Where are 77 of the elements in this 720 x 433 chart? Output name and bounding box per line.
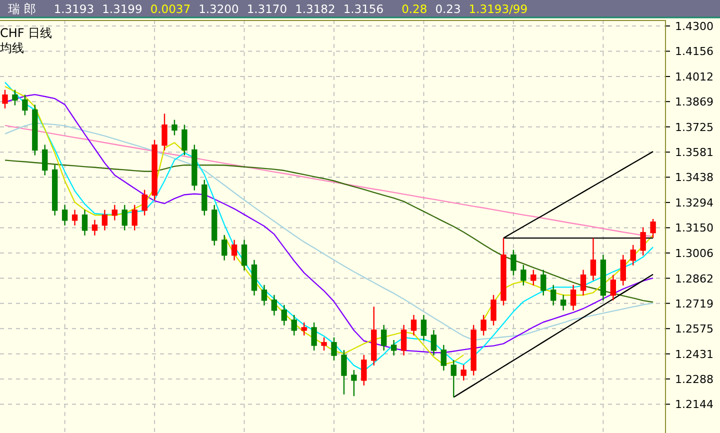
y-tick-label: 1.3294: [675, 196, 714, 210]
candlestick: [22, 94, 28, 116]
candlestick: [231, 239, 238, 261]
candlestick: [550, 284, 556, 306]
candlestick: [620, 254, 626, 286]
candlestick: [390, 339, 397, 356]
y-tick-label: 1.2288: [675, 372, 714, 386]
candlestick: [122, 204, 128, 231]
candlestick: [112, 204, 118, 221]
candlestick: [2, 89, 8, 110]
candlestick: [341, 349, 347, 395]
candlestick: [510, 249, 516, 276]
candlestick: [301, 322, 307, 336]
candlestick: [590, 237, 596, 281]
candlestick: [291, 314, 297, 336]
candlestick: [440, 344, 447, 372]
candlestick: [361, 354, 367, 386]
candlestick: [530, 269, 536, 286]
candlestick: [400, 324, 407, 356]
y-tick-label: 1.2575: [675, 322, 714, 336]
candlestick: [321, 336, 327, 352]
candlestick: [42, 144, 48, 176]
line-series: [4, 122, 654, 341]
y-tick-label: 1.3006: [675, 246, 714, 260]
candlestick: [460, 364, 466, 382]
candlestick: [410, 314, 417, 336]
candlestick: [92, 219, 98, 236]
candlestick: [172, 119, 178, 136]
candlestick: [650, 218, 656, 239]
candlestick: [271, 294, 278, 316]
candlestick: [82, 209, 88, 236]
candlestick: [311, 322, 317, 352]
candlestick: [630, 244, 636, 266]
candlestick: [72, 209, 78, 226]
candlestick: [540, 269, 546, 296]
y-tick-label: 1.2431: [675, 348, 714, 361]
candlestick: [381, 324, 387, 352]
candlestick: [450, 359, 456, 398]
y-tick-label: 1.4012: [675, 70, 714, 84]
candlestick: [221, 234, 228, 261]
candlestick: [420, 314, 427, 342]
candlestick: [102, 209, 108, 231]
candlestick: [610, 274, 616, 301]
candlestick: [281, 304, 287, 326]
text: CHF 日线: [0, 26, 52, 40]
line-series: [453, 274, 654, 398]
candlestick: [490, 294, 496, 326]
candlestick: [142, 189, 148, 216]
candlestick: [12, 89, 18, 106]
y-tick-label: 1.3438: [675, 171, 714, 184]
candlestick: [520, 264, 526, 286]
y-tick-label: 1.3150: [675, 222, 714, 235]
candlestick: [132, 204, 138, 231]
candlestick: [62, 204, 68, 226]
annotation: 均线: [0, 41, 24, 55]
y-tick-label: 1.2144: [675, 398, 714, 412]
y-tick-label: 1.3581: [675, 146, 714, 160]
candlestick: [162, 113, 168, 151]
y-tick-label: 1.3725: [675, 120, 714, 134]
candlestick: [640, 226, 646, 256]
candlestick: [560, 294, 566, 311]
y-tick-label: 1.4300: [675, 20, 714, 33]
candlestick: [261, 284, 268, 306]
y-tick-label: 1.3869: [675, 96, 714, 109]
candlestick: [241, 239, 248, 271]
header: 瑞 郎 1.3193 1.3199 0.0037 1.3200 1.3170 1.3182 1.3156 0.28 0.23 1.3193/99: [0, 0, 720, 18]
y-tick-label: 1.2719: [675, 297, 714, 310]
candlestick: [580, 269, 586, 296]
y-tick-label: 1.4156: [675, 45, 714, 58]
candlestick: [331, 336, 337, 362]
candlestick: [480, 314, 486, 336]
candlestick: [182, 124, 188, 156]
candlestick: [570, 284, 576, 311]
y-tick-label: 1.2862: [675, 272, 714, 286]
candlestick: [351, 369, 357, 397]
chart-title: 瑞 郎: [8, 2, 36, 16]
candlestick: [430, 329, 437, 356]
